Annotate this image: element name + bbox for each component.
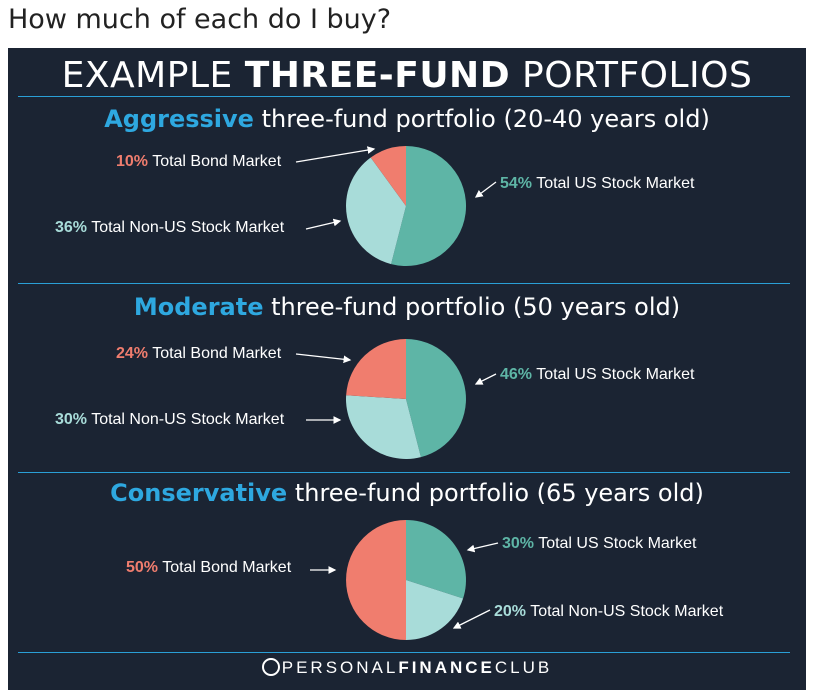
conservative-label-us: 30% Total US Stock Market xyxy=(502,534,696,554)
moderate-intl-pct: 30% xyxy=(55,411,88,428)
moderate-title-highlight: Moderate xyxy=(133,293,264,321)
pie-slice-total-us-stock-market xyxy=(406,339,466,458)
moderate-label-intl: 30% Total Non-US Stock Market xyxy=(55,410,284,430)
aggressive-bond-pct: 10% xyxy=(116,153,149,170)
conservative-title-highlight: Conservative xyxy=(110,479,288,507)
moderate-pie xyxy=(346,339,466,459)
page-question: How much of each do I buy? xyxy=(8,4,392,35)
pie-slice-total-non-us-stock-market xyxy=(346,395,421,459)
moderate-bond-arrow xyxy=(295,353,352,364)
aggressive-bond-label: Total Bond Market xyxy=(152,153,282,170)
aggressive-intl-arrow xyxy=(305,218,342,230)
infographic-title: EXAMPLE THREE-FUND PORTFOLIOS xyxy=(8,54,806,98)
aggressive-title-rest: three-fund portfolio (20-40 years old) xyxy=(253,105,710,133)
title-suffix: PORTFOLIOS xyxy=(510,55,753,96)
conservative-bond-pct: 50% xyxy=(126,559,159,576)
aggressive-label-intl: 36% Total Non-US Stock Market xyxy=(55,218,284,238)
conservative-pie xyxy=(346,520,466,640)
title-prefix: EXAMPLE xyxy=(61,55,245,96)
pie-charts xyxy=(295,146,499,640)
moderate-section-title: Moderate three-fund portfolio (50 years … xyxy=(8,292,806,322)
conservative-bond-label: Total Bond Market xyxy=(162,559,292,576)
aggressive-label-bond: 10% Total Bond Market xyxy=(116,152,281,172)
moderate-label-us: 46% Total US Stock Market xyxy=(500,365,694,385)
conservative-section-title: Conservative three-fund portfolio (65 ye… xyxy=(8,478,806,508)
pie-slice-total-bond-market xyxy=(346,339,406,399)
moderate-intl-label: Total Non-US Stock Market xyxy=(91,411,285,428)
conservative-intl-label: Total Non-US Stock Market xyxy=(530,603,724,620)
conservative-us-pct: 30% xyxy=(502,535,535,552)
divider-1 xyxy=(18,283,790,284)
aggressive-us-pct: 54% xyxy=(500,175,533,192)
pie-slice-total-bond-market xyxy=(370,146,406,206)
footer-bold: FINANCE xyxy=(398,658,495,677)
aggressive-label-us: 54% Total US Stock Market xyxy=(500,174,694,194)
aggressive-intl-pct: 36% xyxy=(55,219,88,236)
three-fund-infographic: EXAMPLE THREE-FUND PORTFOLIOS Aggressive… xyxy=(8,48,806,690)
conservative-label-bond: 50% Total Bond Market xyxy=(126,558,291,578)
moderate-title-rest: three-fund portfolio (50 years old) xyxy=(263,293,681,321)
pie-slice-total-bond-market xyxy=(346,520,406,640)
divider-2 xyxy=(18,472,790,473)
footer-regular: PERSONAL xyxy=(281,658,399,677)
aggressive-bond-arrow xyxy=(295,146,376,163)
aggressive-title-highlight: Aggressive xyxy=(104,105,254,133)
title-bold: THREE-FUND xyxy=(244,55,511,96)
aggressive-pie xyxy=(346,146,467,266)
conservative-intl-arrow xyxy=(452,609,491,629)
moderate-us-arrow xyxy=(474,373,497,385)
pie-slice-total-us-stock-market xyxy=(406,520,466,599)
aggressive-section-title: Aggressive three-fund portfolio (20-40 y… xyxy=(8,104,806,134)
footer-brand: PERSONALFINANCECLUB xyxy=(8,656,806,680)
moderate-us-label: Total US Stock Market xyxy=(536,366,695,383)
divider-bottom xyxy=(18,652,790,653)
pie-slice-total-non-us-stock-market xyxy=(346,157,406,265)
moderate-us-pct: 46% xyxy=(500,366,533,383)
conservative-us-arrow xyxy=(466,542,499,553)
conservative-label-intl: 20% Total Non-US Stock Market xyxy=(494,602,723,622)
aggressive-intl-label: Total Non-US Stock Market xyxy=(91,219,285,236)
brand-logo-icon xyxy=(261,658,280,676)
aggressive-us-arrow xyxy=(474,181,497,198)
moderate-bond-label: Total Bond Market xyxy=(152,345,282,362)
divider-top xyxy=(18,96,790,97)
footer-suffix: CLUB xyxy=(494,658,553,677)
pie-slice-total-non-us-stock-market xyxy=(406,580,464,640)
conservative-us-label: Total US Stock Market xyxy=(538,535,697,552)
conservative-title-rest: three-fund portfolio (65 years old) xyxy=(287,479,704,507)
aggressive-us-label: Total US Stock Market xyxy=(536,175,695,192)
moderate-label-bond: 24% Total Bond Market xyxy=(116,344,281,364)
moderate-bond-pct: 24% xyxy=(116,345,149,362)
conservative-intl-pct: 20% xyxy=(494,603,527,620)
pie-slice-total-us-stock-market xyxy=(391,146,467,266)
